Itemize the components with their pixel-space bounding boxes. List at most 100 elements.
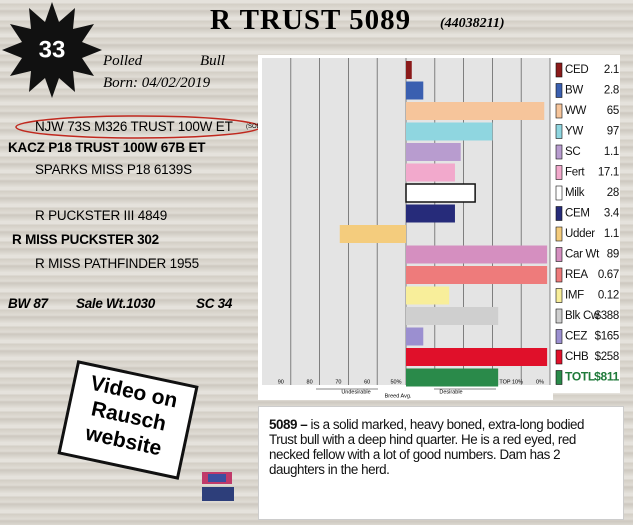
sale-weight: Sale Wt.1030 [76,296,155,311]
trait-name: Fert [565,167,585,179]
legend-swatch [555,144,563,160]
sire-circle [15,115,260,139]
trait-name: TOTL [565,370,595,384]
legend-swatch [555,185,563,201]
trait-epd: $811 [594,370,619,384]
legend-swatch [555,62,563,78]
bar [406,143,461,161]
x-tick-label: 70 [335,379,341,385]
bar [406,266,548,284]
sire: NJW 73S M326 TRUST 100W ET [35,119,233,134]
bar [406,61,412,79]
bar [405,183,476,203]
bar [406,204,455,223]
birth-weight: BW 87 [8,296,48,311]
scrotal: SC 34 [196,296,233,311]
born: Born: 04/02/2019 [103,75,211,91]
title: R TRUST 5089 [210,4,412,36]
legend-swatch [555,206,563,221]
bar [406,122,493,141]
axis-note-left: Undesirable [341,389,370,395]
logo [202,472,234,501]
trait-epd: 0.12 [598,290,619,302]
trait-name: Car Wt [565,249,600,261]
bar [406,102,545,120]
trait-epd: 17.1 [598,167,619,179]
lot-badge: 33 [2,2,102,98]
dam-dam: R MISS PATHFINDER 1955 [35,256,199,271]
legend-swatch [555,308,563,324]
trait-epd: 89 [607,249,619,261]
trait-name: REA [565,269,588,281]
trait-name: CHB [565,351,589,363]
trait-epd: 2.1 [604,64,619,76]
trait-epd: $165 [595,331,619,343]
trait-name: CEZ [565,331,587,343]
lot-number: 33 [39,36,66,63]
legend-swatch [555,124,563,139]
polled: Polled [103,53,143,69]
legend-swatch [555,329,563,344]
star [2,2,102,98]
description: 5089 – is a solid marked, heavy boned, e… [258,406,624,520]
legend-panel [553,55,620,393]
bar [406,245,548,264]
trait-name: YW [565,126,583,138]
trait-epd: $388 [595,310,619,322]
sire-dam: SPARKS MISS P18 6139S [35,162,192,177]
description-text: is a solid marked, heavy boned, extra-lo… [269,417,585,477]
bar [406,327,424,346]
legend-swatch [555,349,563,365]
trait-epd: 0.67 [598,269,619,281]
x-tick-label: 80 [307,379,313,385]
trait-epd: 2.8 [604,85,619,97]
bar [406,163,455,182]
trait-epd: 1.1 [604,146,619,158]
legend-swatch [555,247,563,262]
axis-note-center: Breed Avg. [385,393,412,399]
sire-sire: KACZ P18 TRUST 100W 67B ET [8,140,206,155]
logo-part [202,487,234,501]
legend-swatch [555,370,563,385]
legend-swatch [555,267,563,283]
dam: R MISS PUCKSTER 302 [12,232,159,247]
trait-epd: 65 [607,105,619,117]
legend-swatch [555,165,563,180]
x-tick-label: TOP 10% [499,379,523,385]
legend-swatch [555,226,563,242]
legend-swatch [555,83,563,98]
trait-epd: 28 [607,187,619,199]
trait-epd: 97 [607,126,619,138]
bar [339,225,406,243]
x-tick-label: 60 [364,379,370,385]
bar [406,307,499,325]
trait-name: Udder [565,228,595,240]
x-tick-label: 50% [390,379,401,385]
bar [406,81,424,100]
bar [406,286,450,305]
x-tick-label: 90 [278,379,284,385]
trait-epd: $258 [595,351,619,363]
trait-epd: 3.4 [604,208,620,220]
dam-sire: R PUCKSTER III 4849 [35,208,167,223]
x-tick-label: 0% [536,379,544,385]
trait-name: WW [565,105,587,117]
trait-name: Blk Cw [565,310,600,322]
trait-name: CEM [565,208,590,220]
registration: (44038211) [440,16,505,31]
trait-name: IMF [565,290,584,302]
description-lead: 5089 – [269,417,308,432]
legend-swatch [555,103,563,119]
ellipse [15,115,260,139]
bar [406,368,499,387]
trait-name: BW [565,85,583,97]
bar [406,348,548,366]
trait-name: SC [565,146,580,158]
legend-swatch [555,288,563,303]
axis-note-right: Desirable [439,389,462,395]
trait-name: CED [565,64,588,76]
sex: Bull [200,53,225,69]
trait-epd: 1.1 [604,228,619,240]
